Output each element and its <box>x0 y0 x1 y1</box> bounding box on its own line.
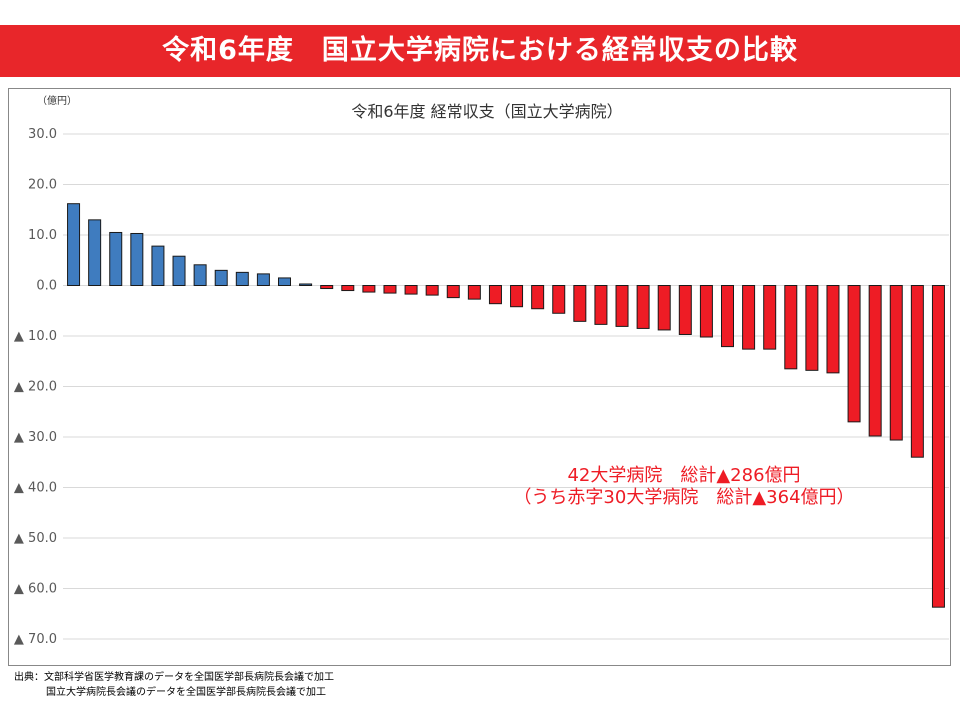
annotation-line-2: （うち赤字30大学病院 総計▲364億円） <box>513 487 854 508</box>
page-title-banner: 令和6年度 国立大学病院における経常収支の比較 <box>0 25 960 77</box>
bar <box>404 285 418 295</box>
bar <box>573 285 587 322</box>
bar <box>552 285 566 314</box>
bar <box>235 271 249 286</box>
bar <box>278 277 291 287</box>
source-note: 出典：文部科学省医学教育課のデータを全国医学部長病院長会議で加工 国立大学病院長… <box>14 670 334 700</box>
bar <box>256 273 270 286</box>
bar <box>699 285 713 338</box>
bar <box>931 285 945 608</box>
y-tick-label: ▲ 70.0 <box>14 632 57 647</box>
y-tick-label: 20.0 <box>28 178 57 193</box>
bar-chart: 令和6年度 経常収支（国立大学病院） （億円） 30.0 20.0 10.0 0.0 ▲… <box>14 94 949 647</box>
bar <box>868 285 882 437</box>
y-tick-label: ▲ 20.0 <box>14 380 57 395</box>
unit-label: （億円） <box>37 94 77 107</box>
annotation-line-1: 42大学病院 総計▲286億円 <box>567 465 800 486</box>
bar <box>425 285 439 296</box>
chart-frame: 令和6年度 経常収支（国立大学病院） （億円） 30.0 20.0 10.0 0.0 ▲… <box>8 88 951 666</box>
bar <box>488 285 502 305</box>
source-line-1: 出典：文部科学省医学教育課のデータを全国医学部長病院長会議で加工 <box>14 672 334 683</box>
bar <box>678 285 692 335</box>
bar <box>531 285 545 310</box>
bar <box>889 285 903 441</box>
bar <box>151 245 165 286</box>
y-tick-label: ▲ 50.0 <box>14 531 57 546</box>
y-tick-label: ▲ 40.0 <box>14 481 57 496</box>
bar <box>826 285 840 374</box>
chart-title: 令和6年度 経常収支（国立大学病院） <box>351 102 622 121</box>
bar <box>446 285 460 299</box>
source-line-2: 国立大学病院長会議のデータを全国医学部長病院長会議で加工 <box>46 687 326 698</box>
y-tick-label: ▲ 60.0 <box>14 582 57 597</box>
bar <box>172 255 186 287</box>
bar <box>214 269 228 287</box>
bar <box>320 285 334 290</box>
bar <box>721 285 734 348</box>
bar <box>383 285 397 294</box>
bar <box>847 285 861 423</box>
bar <box>193 264 207 286</box>
y-tick-label: ▲ 10.0 <box>14 329 57 344</box>
bar <box>130 232 144 286</box>
y-tick-label: 10.0 <box>28 228 57 243</box>
bar <box>657 285 671 331</box>
bar <box>88 219 102 287</box>
bar <box>510 285 524 308</box>
bar <box>362 285 376 293</box>
bar <box>636 285 650 329</box>
y-tick-label: 0.0 <box>36 279 57 294</box>
bar <box>467 285 481 300</box>
bar <box>594 285 608 325</box>
bar <box>341 285 355 292</box>
y-tick-label: ▲ 30.0 <box>14 430 57 445</box>
bar <box>742 285 756 350</box>
bar <box>299 283 313 287</box>
bar <box>67 203 81 286</box>
bar <box>805 285 819 371</box>
bar <box>763 285 777 350</box>
bar <box>910 285 924 458</box>
bar <box>615 285 629 327</box>
bar <box>109 231 123 287</box>
bar <box>784 285 798 370</box>
y-tick-label: 30.0 <box>28 127 57 142</box>
